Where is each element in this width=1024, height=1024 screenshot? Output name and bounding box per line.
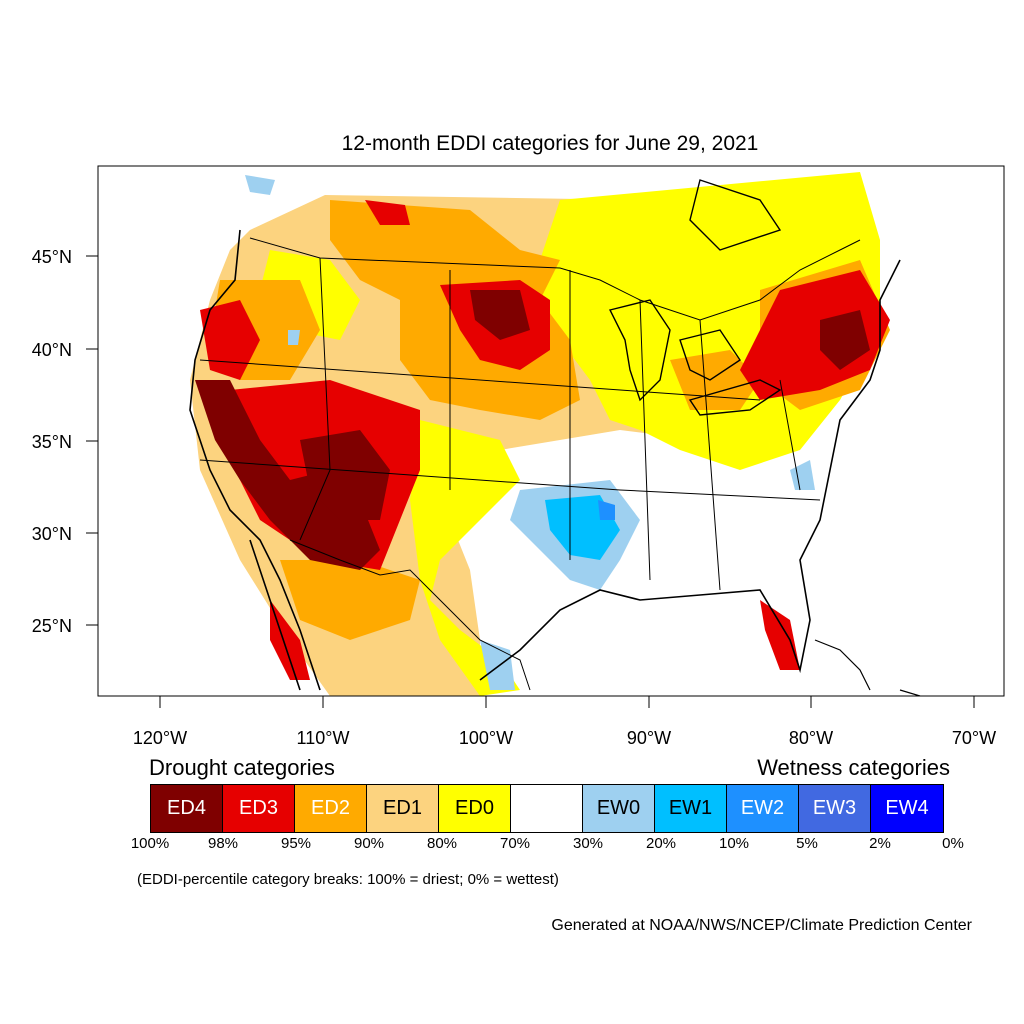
ew0-pacific-nw — [245, 175, 275, 195]
drought-categories-heading: Drought categories — [149, 755, 335, 780]
ew2-south-central — [598, 500, 615, 520]
ed2-southwest — [280, 560, 420, 640]
credit-line: Generated at NOAA/NWS/NCEP/Climate Predi… — [551, 917, 972, 934]
break-label: 95% — [280, 835, 312, 852]
legend-box-ed0: ED0 — [439, 785, 511, 832]
ed4-four-corners — [300, 430, 390, 520]
ed3-northeast — [740, 270, 890, 400]
ed3-florida — [760, 600, 800, 670]
boundaries — [189, 179, 921, 696]
break-label: 5% — [796, 835, 818, 852]
ed3-montana — [365, 200, 410, 225]
legend-box-ew1: EW1 — [655, 785, 727, 832]
break-label: 90% — [353, 835, 385, 852]
legend-box-ew3: EW3 — [799, 785, 871, 832]
ed3-west — [200, 300, 260, 380]
legend-box-ew4: EW4 — [871, 785, 943, 832]
map-field — [98, 166, 1004, 696]
legend-box-ed1: ED1 — [367, 785, 439, 832]
lat-label-30: 30°N — [32, 524, 72, 544]
break-label: 70% — [499, 835, 531, 852]
lon-label-70: 70°W — [952, 728, 996, 748]
break-label: 30% — [572, 835, 604, 852]
lat-label-25: 25°N — [32, 616, 72, 636]
lon-label-80: 80°W — [789, 728, 833, 748]
lon-labels: 120°W 110°W 100°W 90°W 80°W 70°W — [133, 728, 996, 748]
lat-label-40: 40°N — [32, 340, 72, 360]
ed4-dakotas — [470, 290, 530, 340]
ed4-southwest — [195, 380, 380, 570]
category-legend: ED4 ED3 ED2 ED1 ED0 EW0 EW1 EW2 EW3 EW4 — [150, 784, 944, 833]
break-label: 2% — [869, 835, 891, 852]
lat-labels: 45°N 40°N 35°N 30°N 25°N — [32, 247, 72, 636]
lat-label-45: 45°N — [32, 247, 72, 267]
ed3-baja — [270, 600, 310, 680]
break-label: 20% — [645, 835, 677, 852]
break-label: 80% — [426, 835, 458, 852]
map-title: 12-month EDDI categories for June 29, 20… — [341, 132, 759, 155]
ew0-texas — [480, 640, 515, 690]
lon-ticks — [159, 696, 975, 708]
wetness-categories-heading: Wetness categories — [757, 755, 950, 780]
legend-box-neutral — [511, 785, 583, 832]
break-label: 0% — [942, 835, 964, 852]
legend-box-ed3: ED3 — [223, 785, 295, 832]
lon-label-120: 120°W — [133, 728, 187, 748]
lon-label-90: 90°W — [627, 728, 671, 748]
lon-label-100: 100°W — [459, 728, 513, 748]
ed0-south — [410, 420, 520, 696]
break-label: 98% — [207, 835, 239, 852]
legend-box-ew0: EW0 — [583, 785, 655, 832]
lon-label-110: 110°W — [297, 728, 350, 748]
ed4-new-england — [820, 310, 870, 370]
legend-box-ed2: ED2 — [295, 785, 367, 832]
ew0-idaho — [288, 330, 300, 345]
lat-ticks — [86, 255, 98, 626]
legend-box-ew2: EW2 — [727, 785, 799, 832]
eddi-map: 45°N 40°N 35°N 30°N 25°N 120°W 110°W 100… — [32, 165, 1005, 748]
break-label: 100% — [130, 835, 170, 852]
legend-box-ed4: ED4 — [151, 785, 223, 832]
lat-label-35: 35°N — [32, 432, 72, 452]
category-breaks-note: (EDDI-percentile category breaks: 100% =… — [137, 871, 559, 888]
break-label: 10% — [718, 835, 750, 852]
map-frame — [97, 165, 1005, 697]
